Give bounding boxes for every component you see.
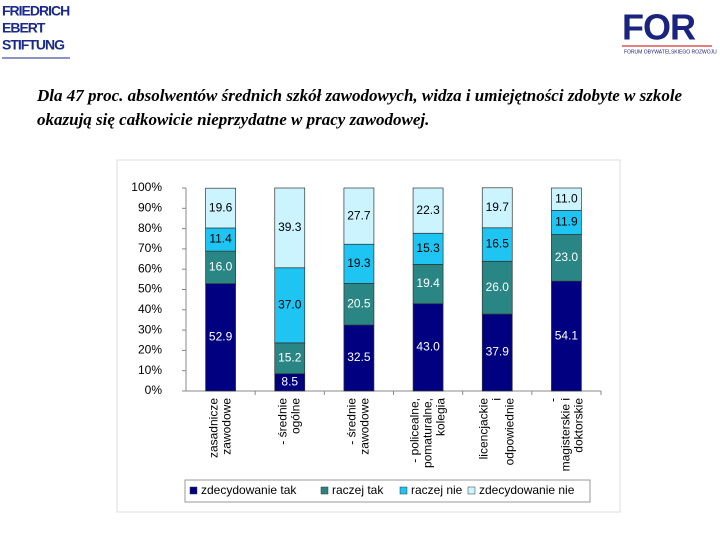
bar-segment — [343, 324, 375, 392]
bar-segment — [274, 187, 306, 269]
x-tick-label: odpowiednie — [502, 398, 516, 466]
x-tick-label: doktorskie — [572, 398, 586, 453]
y-tick-label: 40% — [138, 302, 162, 316]
data-label: 39.3 — [278, 220, 302, 234]
data-label: 15.3 — [416, 241, 440, 255]
logo-text: FOR — [622, 7, 696, 48]
data-label: 11.4 — [209, 232, 232, 246]
bar-segment — [343, 187, 375, 245]
y-tick-label: 90% — [138, 200, 162, 214]
fes-logo: FRIEDRICH EBERT STIFTUNG — [2, 3, 71, 59]
bar-segment — [551, 280, 582, 392]
data-label: 19.7 — [486, 200, 510, 214]
y-tick-label: 20% — [138, 343, 162, 357]
logo-subtitle: FORUM OBYWATELSKIEGO ROZWOJU — [624, 49, 717, 55]
x-tick-label: - — [546, 398, 560, 402]
bar-segment — [205, 283, 236, 392]
data-label: 19.6 — [209, 200, 233, 214]
bar-segment — [481, 313, 513, 392]
legend-swatch — [189, 486, 198, 495]
data-label: 37.9 — [486, 345, 510, 359]
x-tick-label: - policealne, — [407, 398, 421, 463]
data-label: 27.7 — [347, 208, 371, 222]
y-tick-label: 30% — [138, 322, 162, 336]
legend-swatch — [399, 486, 408, 495]
x-tick-label: zawodowe — [219, 398, 233, 455]
logo-text: STIFTUNG — [2, 37, 65, 53]
y-tick-label: 80% — [138, 221, 162, 235]
bar-segment — [412, 263, 444, 305]
legend-swatch — [320, 486, 329, 495]
x-tick-label: - średnie — [345, 398, 359, 445]
bar-segment — [551, 187, 582, 211]
logo-text: FRIEDRICH — [2, 3, 70, 19]
data-label: 22.3 — [416, 203, 440, 217]
bar-segment — [205, 187, 236, 229]
y-tick-label: 0% — [145, 383, 163, 397]
logo-text: EBERT — [2, 20, 46, 36]
bar-segment — [343, 243, 375, 284]
y-tick-label: 60% — [138, 261, 162, 275]
legend-label: raczej tak — [332, 483, 384, 497]
bar-segment — [205, 250, 236, 284]
legend-label: raczej nie — [411, 483, 463, 497]
x-tick-label: zawodowe — [358, 398, 372, 455]
data-label: 52.9 — [209, 329, 233, 343]
bar-segment — [551, 234, 582, 282]
x-tick-label: licencjackie — [476, 398, 490, 460]
slide-title: Dla 47 proc. absolwentów średnich szkół … — [37, 86, 683, 129]
data-label: 15.2 — [278, 350, 302, 364]
bar-segment — [412, 303, 444, 392]
x-tick-label: i — [489, 398, 503, 401]
bar-segment — [274, 267, 306, 344]
legend-label: zdecydowanie tak — [201, 483, 297, 497]
data-label: 16.0 — [209, 260, 233, 274]
data-label: 37.0 — [278, 298, 302, 312]
bar-segment — [274, 342, 306, 375]
bar-segment — [481, 227, 513, 262]
x-tick-label: pomaturalne, — [420, 398, 434, 468]
bar-segment — [551, 209, 582, 235]
data-label: 16.5 — [486, 237, 510, 251]
data-label: 19.3 — [347, 256, 371, 270]
data-label: 26.0 — [486, 280, 510, 294]
bar-segment — [412, 187, 444, 234]
legend-box — [184, 479, 591, 503]
y-tick-label: 70% — [138, 241, 162, 255]
for-logo: FOR FORUM OBYWATELSKIEGO ROZWOJU — [622, 7, 717, 55]
data-label: 20.5 — [347, 296, 371, 310]
legend-swatch — [467, 486, 476, 495]
legend-label: zdecydowanie nie — [479, 483, 575, 497]
data-label: 8.5 — [281, 375, 298, 389]
x-tick-label: zasadnicze — [206, 398, 220, 458]
data-label: 19.4 — [416, 276, 440, 290]
y-tick-label: 10% — [138, 363, 162, 377]
data-label: 54.1 — [555, 328, 579, 342]
data-label: 32.5 — [347, 350, 371, 364]
bar-segment — [481, 187, 513, 229]
x-tick-label: kolegia — [433, 398, 447, 436]
y-tick-label: 100% — [131, 180, 162, 194]
data-label: 11.9 — [555, 215, 578, 229]
data-label: 43.0 — [416, 340, 440, 354]
y-tick-label: 50% — [138, 282, 162, 296]
x-tick-label: magisterskie i — [559, 398, 573, 471]
data-label: 23.0 — [555, 250, 579, 264]
data-label: 11.0 — [555, 191, 578, 205]
x-tick-label: - średnie — [275, 398, 289, 445]
x-tick-label: ogólne — [288, 398, 302, 434]
